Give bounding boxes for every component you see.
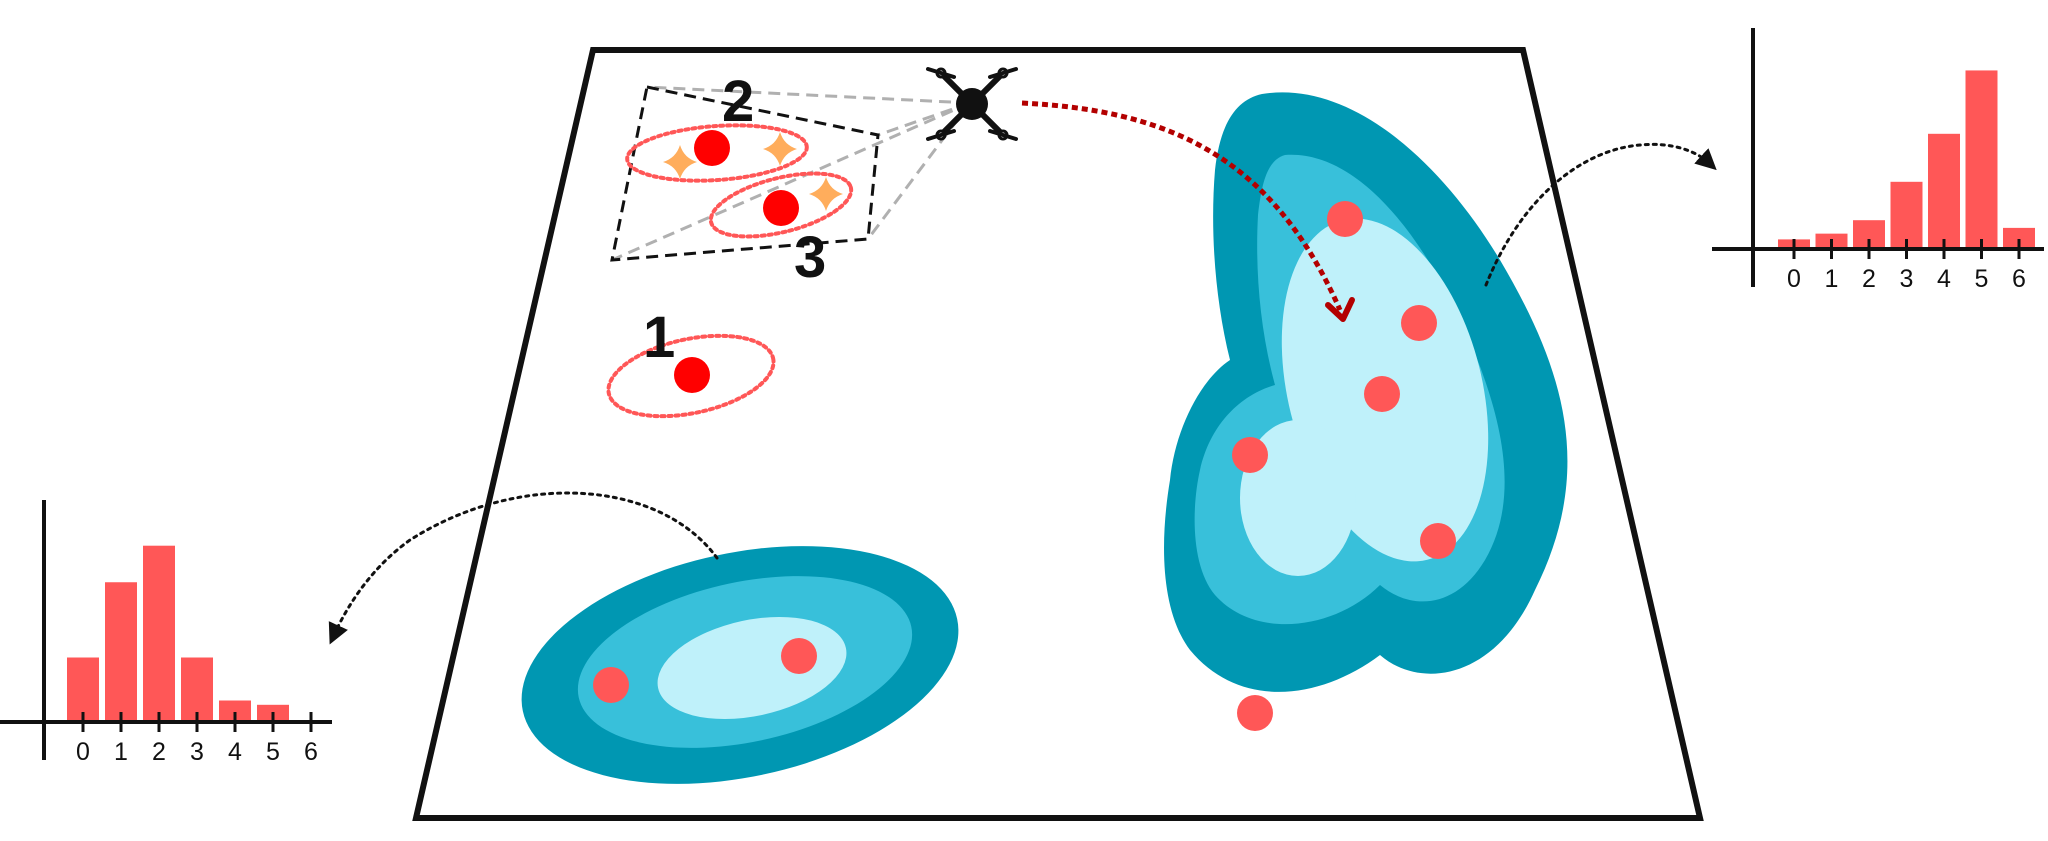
density-region-left: [521, 546, 959, 784]
observation-label-1: 1: [643, 305, 675, 370]
quadcopter-drone-icon: [926, 67, 1018, 141]
star-icon: [809, 177, 843, 211]
link-arrow-right: [1484, 142, 1717, 287]
tick-label: 0: [76, 738, 90, 766]
sample-point: [1364, 376, 1400, 412]
histogram-bar: [2003, 227, 2035, 249]
sample-point: [1327, 201, 1363, 237]
sample-point: [1420, 523, 1456, 559]
observation-1: 1: [606, 305, 776, 419]
histogram-bar: [143, 545, 175, 722]
sample-point: [593, 667, 629, 703]
tick-label: 5: [1975, 265, 1989, 293]
sample-point: [1237, 695, 1273, 731]
sample-points: [593, 201, 1456, 731]
tick-label: 0: [1787, 265, 1801, 293]
uncertainty-ellipse-3: [708, 171, 854, 239]
tick-label: 3: [1900, 265, 1914, 293]
histogram-bar: [105, 582, 137, 722]
fov-footprint: [610, 85, 880, 262]
star-icon: [763, 132, 797, 166]
histogram-bar: [219, 700, 251, 722]
histogram-bar: [67, 657, 99, 722]
tick-label: 2: [1862, 265, 1876, 293]
uncertainty-ellipse-2: [625, 123, 809, 183]
tick-label: 5: [266, 738, 280, 766]
sample-point: [781, 638, 817, 674]
detected-object-3: [763, 190, 799, 226]
sample-point: [1401, 305, 1437, 341]
histogram-bar: [1928, 133, 1960, 249]
tick-label: 1: [114, 738, 128, 766]
histogram-bar: [1890, 181, 1923, 249]
tick-label: 3: [190, 738, 204, 766]
drone-path-arrow: [1021, 100, 1343, 312]
uncertainty-ellipse-1: [606, 333, 776, 419]
drone-field-of-view: [610, 85, 972, 262]
observation-2: 2: [625, 69, 809, 183]
drone-path-arrowhead: [1325, 297, 1355, 322]
detected-object-2: [694, 130, 730, 166]
histogram-bar: [181, 657, 213, 722]
histogram-bar: [1965, 70, 1998, 249]
link-arrow-left: [328, 491, 719, 645]
observation-label-2: 2: [722, 69, 754, 134]
sample-point: [1232, 437, 1268, 473]
star-icon: [663, 145, 697, 179]
tick-label: 4: [1937, 265, 1951, 293]
tick-label: 4: [228, 738, 242, 766]
region-right-inner-lower: [1240, 420, 1356, 576]
observation-label-3: 3: [794, 225, 826, 290]
tick-label: 6: [304, 738, 318, 766]
tick-label: 2: [152, 738, 166, 766]
tick-label: 6: [2012, 265, 2026, 293]
tick-label: 1: [1825, 265, 1839, 293]
observation-3: 3: [708, 171, 854, 290]
detected-object-1: [674, 357, 710, 393]
